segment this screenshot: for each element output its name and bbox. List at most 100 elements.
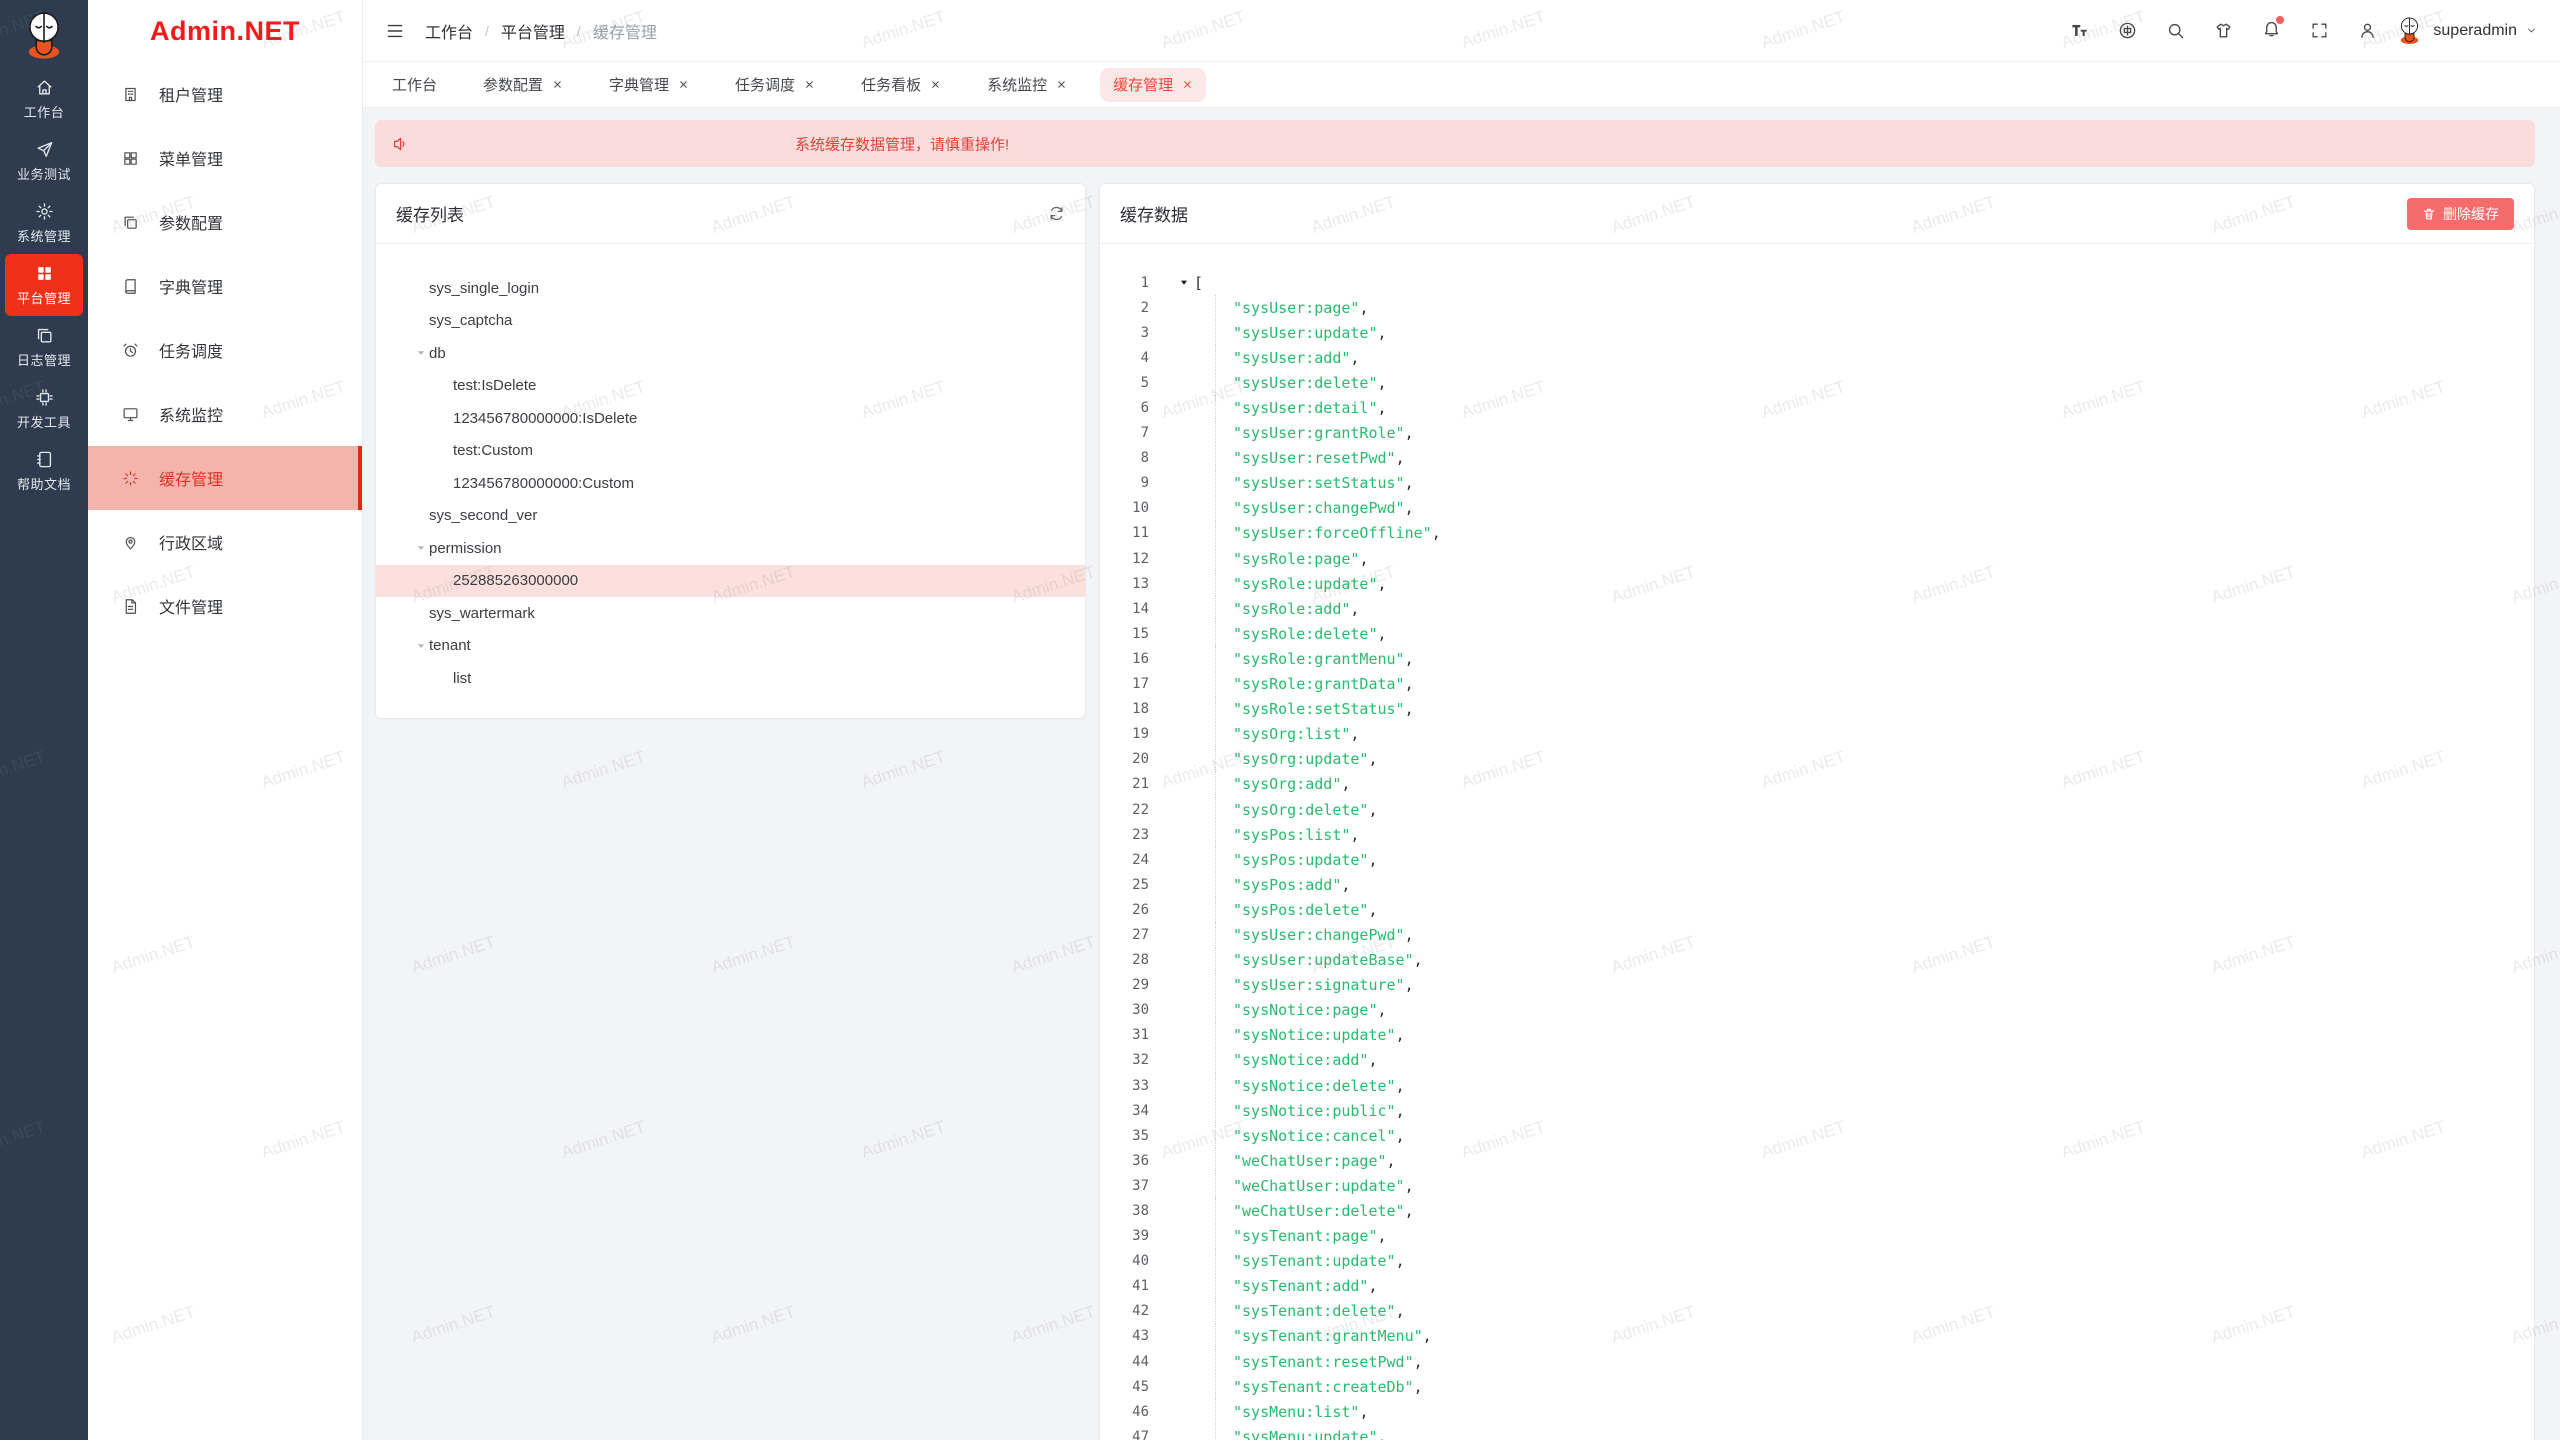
- line-number: 29: [1132, 977, 1149, 994]
- indent-guide: [1215, 1424, 1216, 1440]
- user-menu[interactable]: superadmin: [2394, 15, 2538, 46]
- json-string: "sysNotice:add": [1233, 1051, 1369, 1070]
- speaker-icon: [392, 135, 410, 153]
- tab[interactable]: 系统监控: [974, 68, 1080, 102]
- brand-title[interactable]: Admin.NET: [150, 15, 300, 46]
- json-line: 16 "sysRole:grantMenu",: [1100, 646, 2534, 672]
- language-icon[interactable]: [2118, 21, 2137, 40]
- caret-down-icon[interactable]: [413, 640, 429, 652]
- spinner-icon: [122, 470, 139, 487]
- sidebar-item[interactable]: 缓存管理: [88, 446, 362, 510]
- tree-node[interactable]: 123456780000000:Custom: [376, 467, 1085, 500]
- sidebar-item[interactable]: 文件管理: [88, 574, 362, 638]
- line-number: 35: [1132, 1127, 1149, 1144]
- indent-guide: [1215, 1198, 1216, 1224]
- app-logo[interactable]: [17, 8, 71, 62]
- rail-item[interactable]: 日志管理: [5, 316, 83, 378]
- sidebar-item[interactable]: 任务调度: [88, 318, 362, 382]
- bell-icon[interactable]: [2262, 19, 2281, 38]
- notifications[interactable]: [2262, 15, 2285, 43]
- tree-node[interactable]: tenant: [376, 630, 1085, 663]
- json-line: 17 "sysRole:grantData",: [1100, 671, 2534, 697]
- tree-node[interactable]: permission: [376, 532, 1085, 565]
- caret-down-icon[interactable]: [413, 347, 429, 359]
- json-bracket: [: [1194, 273, 1204, 292]
- json-string: "sysOrg:list": [1233, 725, 1351, 744]
- sidebar-item[interactable]: 菜单管理: [88, 126, 362, 190]
- json-string: "sysPos:list": [1233, 825, 1351, 844]
- json-string: "sysTenant:delete": [1233, 1302, 1396, 1321]
- tree-node[interactable]: sys_wartermark: [376, 597, 1085, 630]
- tab[interactable]: 参数配置: [470, 68, 576, 102]
- json-line: 1 [: [1100, 270, 2534, 295]
- indent-guide: [1215, 1148, 1216, 1174]
- tab[interactable]: 缓存管理: [1100, 67, 1207, 102]
- profile-icon[interactable]: [2358, 21, 2377, 40]
- sidebar-item[interactable]: 系统监控: [88, 382, 362, 446]
- json-string: "sysTenant:add": [1233, 1277, 1369, 1296]
- sidebar-item[interactable]: 租户管理: [88, 62, 362, 126]
- fullscreen-icon[interactable]: [2310, 21, 2329, 40]
- json-comma: ,: [1395, 1101, 1405, 1120]
- refresh-icon[interactable]: [1048, 205, 1065, 222]
- rail-item[interactable]: 开发工具: [5, 378, 83, 440]
- json-comma: ,: [1368, 750, 1378, 769]
- avatar[interactable]: [2394, 15, 2425, 46]
- tree-node[interactable]: db: [376, 337, 1085, 370]
- indent-guide: [1215, 320, 1216, 346]
- tree-node[interactable]: 252885263000000: [376, 564, 1085, 597]
- tree-node[interactable]: sys_captcha: [376, 305, 1085, 338]
- line-number: 44: [1132, 1353, 1149, 1370]
- tree-node-label: sys_single_login: [429, 279, 540, 297]
- sidebar-item[interactable]: 行政区域: [88, 510, 362, 574]
- line-number: 42: [1132, 1303, 1149, 1320]
- breadcrumb-item[interactable]: 工作台: [425, 24, 474, 42]
- tree-node[interactable]: sys_single_login: [376, 272, 1085, 305]
- json-comma: ,: [1377, 373, 1387, 392]
- rail-item[interactable]: 系统管理: [5, 192, 83, 254]
- tree-node[interactable]: test:Custom: [376, 435, 1085, 468]
- rail-item[interactable]: 帮助文档: [5, 440, 83, 502]
- tab[interactable]: 工作台: [379, 68, 450, 102]
- tab[interactable]: 字典管理: [596, 68, 702, 102]
- close-tab-icon[interactable]: [552, 79, 563, 90]
- tab[interactable]: 任务调度: [722, 68, 828, 102]
- json-string: "sysNotice:update": [1233, 1026, 1396, 1045]
- tree-node[interactable]: 123456780000000:IsDelete: [376, 402, 1085, 435]
- theme-icon[interactable]: [2214, 21, 2233, 40]
- collapse-menu-icon[interactable]: [385, 21, 405, 41]
- json-line: 8 "sysUser:resetPwd",: [1100, 445, 2534, 471]
- tab-label: 缓存管理: [1113, 77, 1174, 94]
- rail-item[interactable]: 平台管理: [5, 254, 83, 316]
- tree-node-label: sys_wartermark: [429, 604, 535, 622]
- json-comma: ,: [1431, 524, 1441, 543]
- json-line: 35 "sysNotice:cancel",: [1100, 1123, 2534, 1149]
- sidebar-item[interactable]: 参数配置: [88, 190, 362, 254]
- indent-guide: [1215, 796, 1216, 823]
- caret-down-icon[interactable]: [413, 542, 429, 554]
- close-tab-icon[interactable]: [678, 79, 689, 90]
- tab[interactable]: 任务看板: [848, 68, 954, 102]
- rail-item[interactable]: 工作台: [5, 68, 83, 130]
- rail-item[interactable]: 业务测试: [5, 130, 83, 192]
- json-comma: ,: [1404, 1176, 1414, 1195]
- close-tab-icon[interactable]: [804, 79, 815, 90]
- tree-node[interactable]: test:IsDelete: [376, 370, 1085, 403]
- json-line: 28 "sysUser:updateBase",: [1100, 947, 2534, 973]
- sidebar-item[interactable]: 字典管理: [88, 254, 362, 318]
- close-tab-icon[interactable]: [1182, 79, 1193, 90]
- collapse-node-icon[interactable]: [1178, 278, 1190, 287]
- indent-guide: [1215, 395, 1216, 421]
- font-size-icon[interactable]: [2070, 21, 2089, 40]
- close-tab-icon[interactable]: [1056, 79, 1067, 90]
- tree-node[interactable]: list: [376, 662, 1085, 695]
- breadcrumb-item[interactable]: 平台管理: [500, 24, 565, 42]
- search-icon[interactable]: [2166, 21, 2185, 40]
- line-number: 39: [1132, 1228, 1149, 1245]
- delete-cache-button[interactable]: 删除缓存: [2407, 197, 2514, 230]
- indent-guide: [1215, 947, 1216, 973]
- close-tab-icon[interactable]: [930, 79, 941, 90]
- tree-node[interactable]: sys_second_ver: [376, 500, 1085, 533]
- json-line: 19 "sysOrg:list",: [1100, 721, 2534, 747]
- indent-guide: [1215, 1399, 1216, 1425]
